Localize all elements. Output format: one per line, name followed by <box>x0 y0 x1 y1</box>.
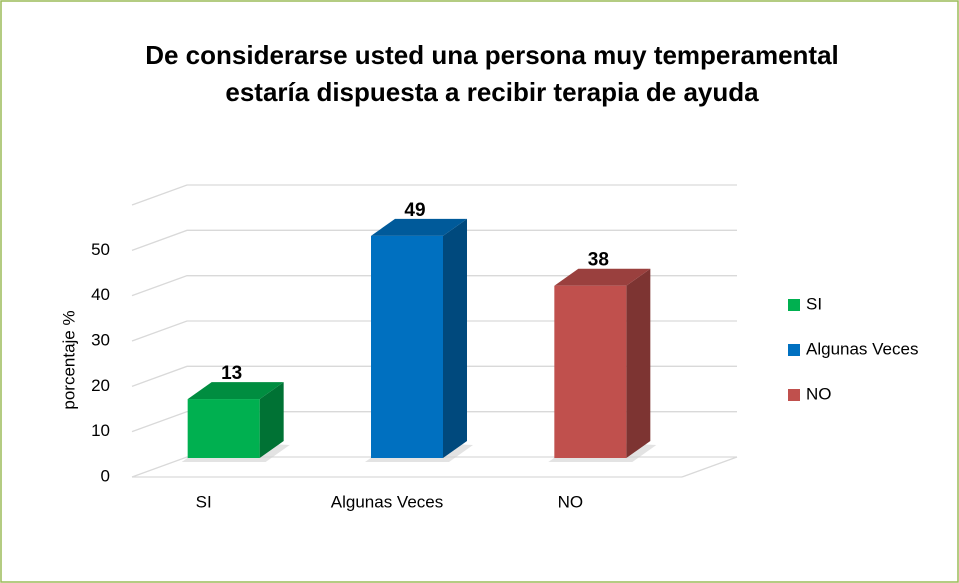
value-label: 49 <box>404 200 425 221</box>
x-tick-label: NO <box>558 492 584 511</box>
value-label: 13 <box>221 363 242 384</box>
x-tick-label: Algunas Veces <box>331 492 443 511</box>
bar-side <box>626 268 651 458</box>
bar-top <box>554 268 651 286</box>
grid-line <box>131 275 737 297</box>
legend-swatch <box>788 299 800 311</box>
grid-line <box>131 411 737 433</box>
bar <box>554 285 627 458</box>
grid-line <box>131 456 737 478</box>
y-tick-label: 10 <box>91 421 110 440</box>
legend-label: NO <box>806 384 832 403</box>
y-tick-label: 20 <box>91 376 110 395</box>
wall-edge <box>131 184 737 206</box>
bar <box>187 399 260 458</box>
legend-label: SI <box>806 294 822 313</box>
x-tick-label: SI <box>196 492 212 511</box>
floor-right <box>681 456 738 478</box>
y-tick-label: 0 <box>101 466 110 485</box>
grid-line <box>131 229 737 251</box>
legend-swatch <box>788 344 800 356</box>
y-tick-label: 50 <box>91 240 110 259</box>
y-axis-label: porcentaje % <box>59 310 78 409</box>
legend-swatch <box>788 389 800 401</box>
bar-side <box>259 382 284 458</box>
bar <box>371 235 443 458</box>
legend-label: Algunas Veces <box>806 339 918 358</box>
chart-title-line1: De considerarse usted una persona muy te… <box>145 40 839 70</box>
chart-title-line2: estaría dispuesta a recibir terapia de a… <box>225 77 759 107</box>
bar-side <box>443 218 467 458</box>
bar-top <box>187 382 284 400</box>
y-tick-label: 30 <box>91 330 110 349</box>
grid-line <box>131 365 737 387</box>
grid-line <box>131 320 737 342</box>
value-label: 38 <box>588 250 609 271</box>
y-tick-label: 40 <box>91 285 110 304</box>
bar-top <box>371 218 467 236</box>
